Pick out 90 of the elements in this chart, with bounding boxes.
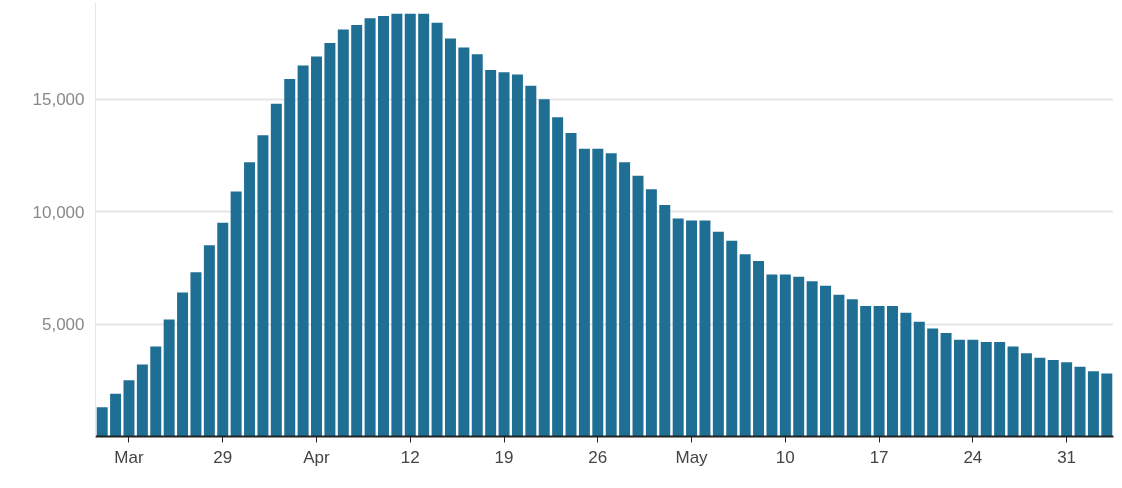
bar <box>177 292 189 437</box>
bar <box>498 72 510 437</box>
bar <box>1034 357 1046 437</box>
bar <box>96 407 108 437</box>
bar <box>578 148 590 437</box>
bar <box>1061 362 1073 437</box>
bar <box>605 153 617 437</box>
y-tick-label: 10,000 <box>32 202 85 222</box>
bar <box>806 281 818 437</box>
bar <box>753 261 765 437</box>
x-tick-label: 26 <box>588 447 608 467</box>
bar <box>270 103 282 437</box>
bar <box>404 13 416 437</box>
x-tick-label: 24 <box>963 447 983 467</box>
bar <box>846 299 858 437</box>
bar <box>1087 371 1099 437</box>
bar <box>311 56 323 437</box>
bar <box>511 74 523 437</box>
bar <box>967 339 979 437</box>
bar <box>833 294 845 437</box>
bar <box>1101 373 1113 437</box>
bar <box>136 364 148 437</box>
bar <box>1020 353 1032 437</box>
bar <box>471 54 483 437</box>
bar <box>1074 366 1086 437</box>
bar <box>418 13 430 437</box>
bar <box>230 191 242 437</box>
bar <box>123 380 135 437</box>
bar <box>726 240 738 437</box>
x-tick-label: Mar <box>114 447 144 467</box>
bar <box>793 276 805 437</box>
x-tick-label: 29 <box>213 447 233 467</box>
x-tick-label: 31 <box>1057 447 1077 467</box>
bar <box>150 346 162 437</box>
x-tick-label: 10 <box>775 447 795 467</box>
x-tick-label: Apr <box>303 447 331 467</box>
bar <box>377 15 389 437</box>
bar <box>645 189 657 437</box>
bar <box>712 231 724 437</box>
bar <box>686 220 698 437</box>
bar <box>525 85 537 437</box>
bar <box>659 204 671 437</box>
bar <box>1047 360 1059 437</box>
bar <box>900 312 912 437</box>
bar <box>110 393 122 437</box>
bar <box>444 38 456 437</box>
bar <box>820 285 832 437</box>
bar <box>779 274 791 437</box>
bar <box>860 306 872 437</box>
bar <box>217 222 229 437</box>
y-tick-label: 5,000 <box>41 315 85 335</box>
bar <box>324 42 336 437</box>
x-tick-label: May <box>675 447 709 467</box>
bar <box>337 29 349 437</box>
bar <box>485 69 497 437</box>
bar <box>672 218 684 437</box>
bar <box>538 99 550 437</box>
bar <box>873 306 885 437</box>
bar <box>994 342 1006 437</box>
x-tick-label: 17 <box>869 447 889 467</box>
bar <box>980 342 992 437</box>
bar <box>953 339 965 437</box>
bar <box>565 132 577 437</box>
bar <box>739 254 751 437</box>
bar <box>592 148 604 437</box>
bar <box>431 22 443 437</box>
bar <box>913 321 925 437</box>
bar <box>257 135 269 437</box>
bar <box>190 272 202 437</box>
bar <box>699 220 711 437</box>
bar <box>927 328 939 437</box>
x-tick-label: 12 <box>400 447 420 467</box>
bar <box>163 319 175 437</box>
bar <box>284 78 296 437</box>
bar <box>619 162 631 437</box>
bar <box>458 47 470 437</box>
bar <box>766 274 778 437</box>
bar <box>552 117 564 437</box>
x-tick-label: 19 <box>494 447 514 467</box>
bar <box>244 162 256 437</box>
bar <box>886 306 898 437</box>
bar <box>632 175 644 437</box>
bar <box>351 24 363 437</box>
bar <box>203 245 215 437</box>
bar <box>1007 346 1019 437</box>
y-tick-label: 15,000 <box>32 90 85 110</box>
bar <box>364 18 376 437</box>
bar <box>297 65 309 437</box>
bar <box>940 333 952 437</box>
bar <box>391 13 403 437</box>
